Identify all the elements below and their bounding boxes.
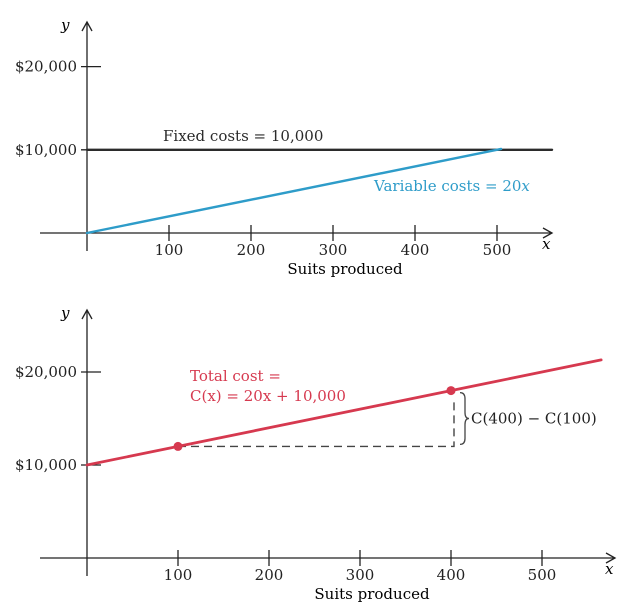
x-tick-label: 100 [164, 566, 193, 584]
x-axis-arrowhead [605, 552, 617, 564]
y-axis-arrowhead [81, 20, 93, 32]
difference-dashed-guide [178, 398, 455, 448]
x-tick-label: 200 [255, 566, 284, 584]
highlight-point [173, 441, 183, 451]
x-tick-label: 300 [319, 241, 348, 259]
x-ticks: 100 200 300 400 500 [164, 550, 557, 584]
y-tick-label: $10,000 [15, 141, 77, 159]
x-tick-label: 100 [155, 241, 184, 259]
y-axis-symbol: y [60, 304, 70, 322]
x-tick-label: 500 [483, 241, 512, 259]
x-tick-label: 200 [237, 241, 266, 259]
y-ticks: $10,000 $20,000 [15, 363, 101, 474]
series-lines [85, 147, 554, 235]
variable-costs-label-main: Variable costs = 20 [373, 177, 521, 195]
chart-top: x y 100 200 300 400 500 $10,000 $20,000 Fixed… [15, 16, 554, 278]
y-axis-arrowhead [81, 308, 93, 320]
x-axis-label: Suits produced [287, 260, 403, 278]
series-line-total [85, 358, 603, 467]
x-tick-label: 400 [401, 241, 430, 259]
difference-brace [459, 391, 470, 446]
chart-top-axes: x y [40, 16, 554, 253]
y-tick-label: $20,000 [15, 363, 77, 381]
fixed-costs-label: Fixed costs = 10,000 [163, 127, 323, 145]
x-axis-label: Suits produced [314, 585, 430, 603]
x-axis-symbol: x [542, 235, 551, 253]
total-cost-formula: C(x) = 20x + 10,000 [190, 387, 346, 405]
total-cost-label: Total cost = [190, 367, 281, 385]
variable-costs-label: Variable costs = 20x [373, 177, 530, 195]
x-axis-arrowhead [542, 227, 554, 239]
y-tick-label: $10,000 [15, 456, 77, 474]
variable-costs-label-var: x [521, 177, 530, 195]
difference-annotation: C(400) − C(100) [471, 410, 597, 428]
highlight-point [446, 386, 456, 396]
y-tick-label: $20,000 [15, 58, 77, 76]
x-tick-label: 400 [437, 566, 466, 584]
chart-bottom-axes: x y [40, 304, 617, 578]
x-ticks: 100 200 300 400 500 [155, 225, 512, 259]
chart-bottom: x y 100 200 300 400 500 $10,000 $20,000 C(400… [15, 304, 617, 603]
y-ticks: $10,000 $20,000 [15, 58, 101, 159]
series-line-variable [85, 147, 503, 235]
x-axis-symbol: x [605, 560, 614, 578]
x-tick-label: 300 [346, 566, 375, 584]
series-lines [85, 358, 603, 467]
highlight-points [173, 386, 456, 451]
y-axis-symbol: y [60, 16, 70, 34]
x-tick-label: 500 [528, 566, 557, 584]
